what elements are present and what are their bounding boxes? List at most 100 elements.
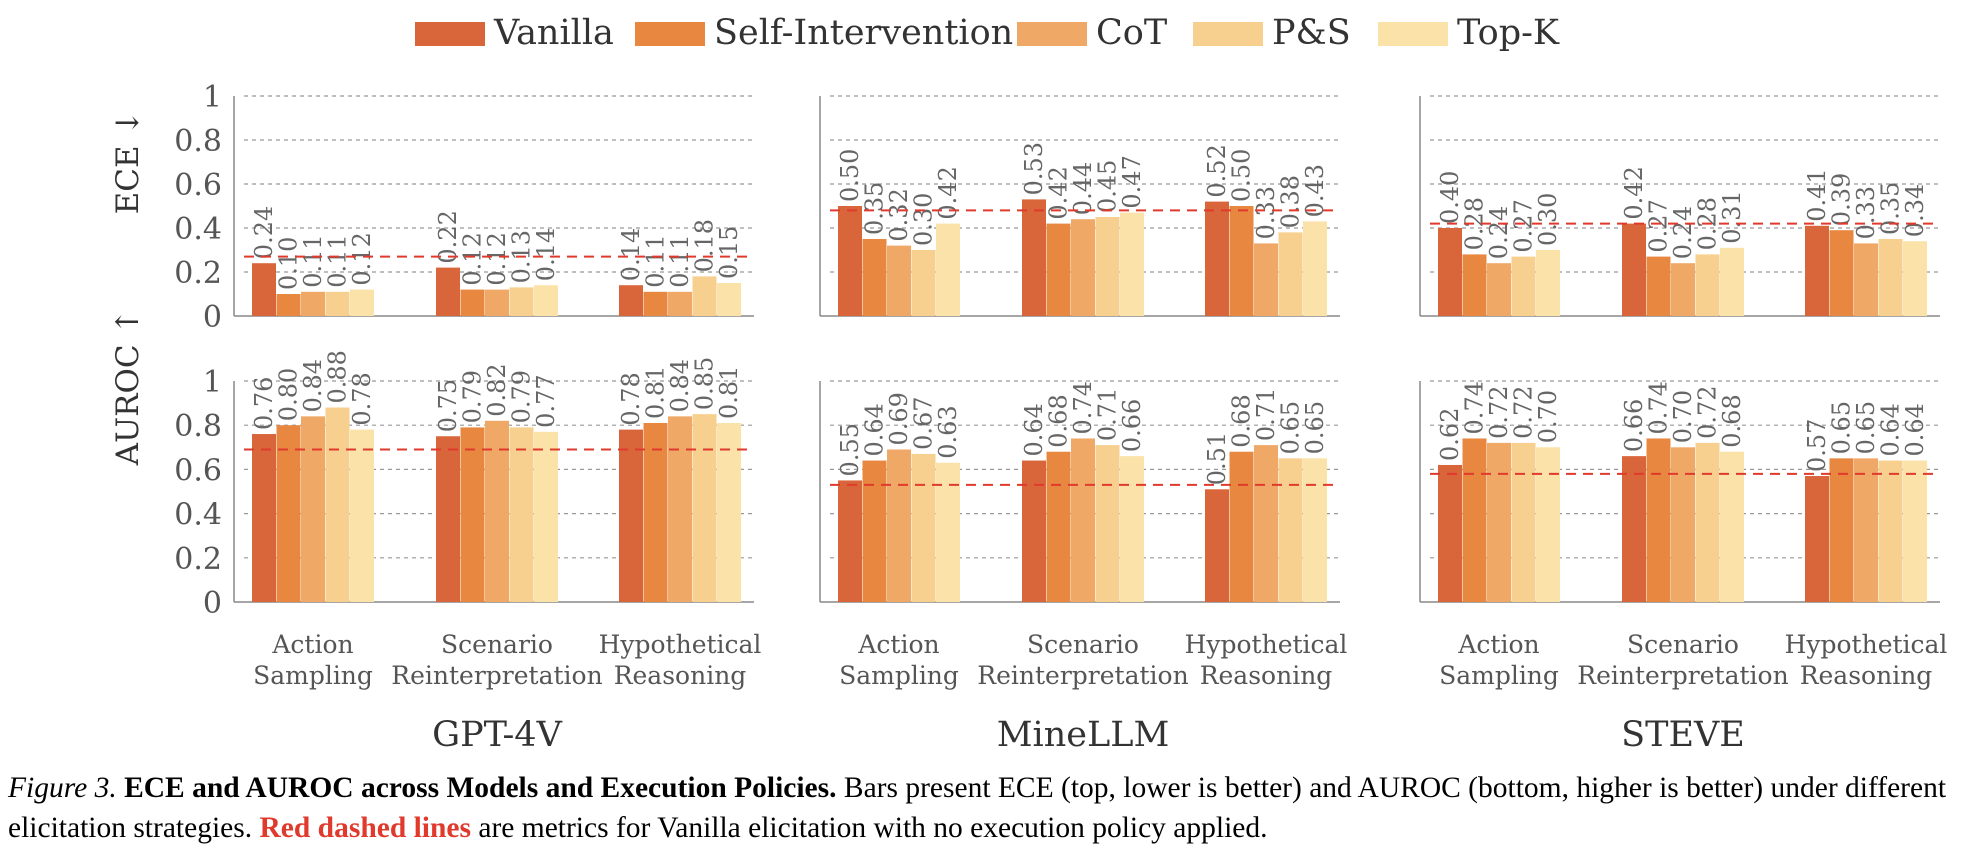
bar (1303, 221, 1327, 316)
bar (1205, 489, 1229, 602)
row-y-labels: ECE ↓ AUROC ↑ (110, 110, 146, 467)
bar (1205, 201, 1229, 316)
bar-value-label: 0.57 (1803, 419, 1831, 472)
bar (619, 285, 643, 316)
bar (1095, 445, 1120, 602)
caption-text-2: are metrics for Vanilla elicitation with… (478, 812, 1268, 844)
bar-value-label: 0.71 (1252, 388, 1280, 441)
bar (1487, 263, 1511, 316)
bar (1671, 447, 1695, 602)
bar-value-label: 0.71 (1094, 388, 1122, 441)
bar (1022, 199, 1046, 316)
bar (1071, 219, 1095, 316)
bar (534, 285, 558, 316)
bar (692, 276, 717, 316)
x-category-label: Scenario (1627, 630, 1739, 659)
bar-value-label: 0.52 (1203, 144, 1231, 197)
bar (643, 291, 668, 316)
bar-value-label: 0.43 (1301, 164, 1329, 217)
x-category-label: Action (857, 630, 939, 659)
legend-label-2: CoT (1096, 13, 1167, 53)
bar (1878, 239, 1903, 316)
bar-value-label: 0.34 (1901, 184, 1929, 237)
legend-label-4: Top-K (1457, 13, 1560, 53)
subplot-auroc: 0.550.640.690.670.63 0.640.680.740.710.66… (819, 380, 1340, 603)
bar (1254, 243, 1278, 316)
y-tick-label: 0 (203, 300, 222, 335)
bar (350, 289, 374, 316)
panels: 00.20.40.60.810.240.100.110.110.12 0.220.… (174, 80, 1947, 755)
y-tick-label: 0.6 (174, 168, 222, 203)
bar (301, 291, 325, 316)
bar-value-label: 0.76 (250, 377, 278, 430)
bar-value-label: 0.88 (324, 350, 352, 403)
bar-value-label: 0.64 (1020, 403, 1048, 456)
bar-value-label: 0.35 (861, 182, 889, 235)
bar (1854, 243, 1878, 316)
bar-value-label: 0.44 (1069, 162, 1097, 215)
bar (325, 407, 350, 602)
bar (936, 462, 960, 602)
bar-value-label: 0.15 (715, 226, 743, 279)
bar-value-label: 0.14 (617, 228, 645, 281)
x-category-label: Reinterpretation (977, 661, 1188, 690)
bar (1805, 476, 1829, 602)
bar-value-label: 0.79 (459, 370, 487, 423)
bar-value-label: 0.47 (1118, 155, 1146, 208)
bar-value-label: 0.12 (459, 232, 487, 285)
subplot-ece: 00.20.40.60.810.240.100.110.110.12 0.220.… (174, 80, 754, 335)
bar-value-label: 0.78 (348, 372, 376, 425)
bar (692, 414, 717, 602)
x-category-label: Hypothetical (599, 630, 762, 659)
y-tick-label: 1 (203, 365, 222, 400)
panel-gpt-4v: 00.20.40.60.810.240.100.110.110.12 0.220.… (174, 80, 761, 755)
bar-value-label: 0.84 (666, 359, 694, 412)
bar (1278, 232, 1303, 316)
bar-value-label: 0.50 (1228, 149, 1256, 202)
x-category-label: Action (271, 630, 353, 659)
bar (1805, 225, 1829, 316)
bar-value-label: 0.70 (1534, 390, 1562, 443)
bar-value-label: 0.18 (691, 219, 719, 272)
bar-value-label: 0.68 (1228, 394, 1256, 447)
bar-value-label: 0.79 (508, 370, 536, 423)
bar (534, 431, 558, 602)
bar-value-label: 0.33 (1252, 186, 1280, 239)
bar (1462, 254, 1487, 316)
bar-value-label: 0.78 (617, 372, 645, 425)
bar (717, 422, 741, 602)
bar (838, 206, 862, 316)
subplot-auroc: 0.620.740.720.720.70 0.660.740.700.720.68… (1419, 380, 1940, 603)
caption-title: ECE and AUROC across Models and Executio… (124, 772, 837, 804)
bar-value-label: 0.55 (836, 423, 864, 476)
bar (887, 449, 911, 602)
bar-value-label: 0.65 (1852, 401, 1880, 454)
model-name: GPT-4V (432, 715, 562, 755)
bar-value-label: 0.38 (1277, 175, 1305, 228)
y-tick-label: 0.4 (174, 498, 222, 533)
y-tick-label: 0 (203, 586, 222, 621)
bar-value-label: 0.66 (1620, 399, 1648, 452)
bar (1878, 460, 1903, 602)
bar-value-label: 0.12 (348, 232, 376, 285)
bar (1646, 256, 1671, 316)
bar (1622, 456, 1646, 602)
bar (619, 429, 643, 602)
bar (325, 291, 350, 316)
bar (936, 223, 960, 316)
bar-value-label: 0.14 (532, 228, 560, 281)
bar (1854, 458, 1878, 602)
x-category-label: Reinterpretation (391, 661, 602, 690)
bar-value-label: 0.85 (691, 357, 719, 410)
bar (668, 416, 692, 602)
x-category-label: Reasoning (614, 661, 747, 690)
bar-value-label: 0.11 (642, 234, 670, 287)
bar-value-label: 0.32 (885, 188, 913, 241)
bar-value-label: 0.50 (836, 149, 864, 202)
bar (485, 289, 509, 316)
bar-value-label: 0.22 (434, 210, 462, 263)
bar-value-label: 0.35 (1877, 182, 1905, 235)
bar-value-label: 0.65 (1301, 401, 1329, 454)
ylabel-auroc: AUROC ↑ (110, 309, 146, 467)
